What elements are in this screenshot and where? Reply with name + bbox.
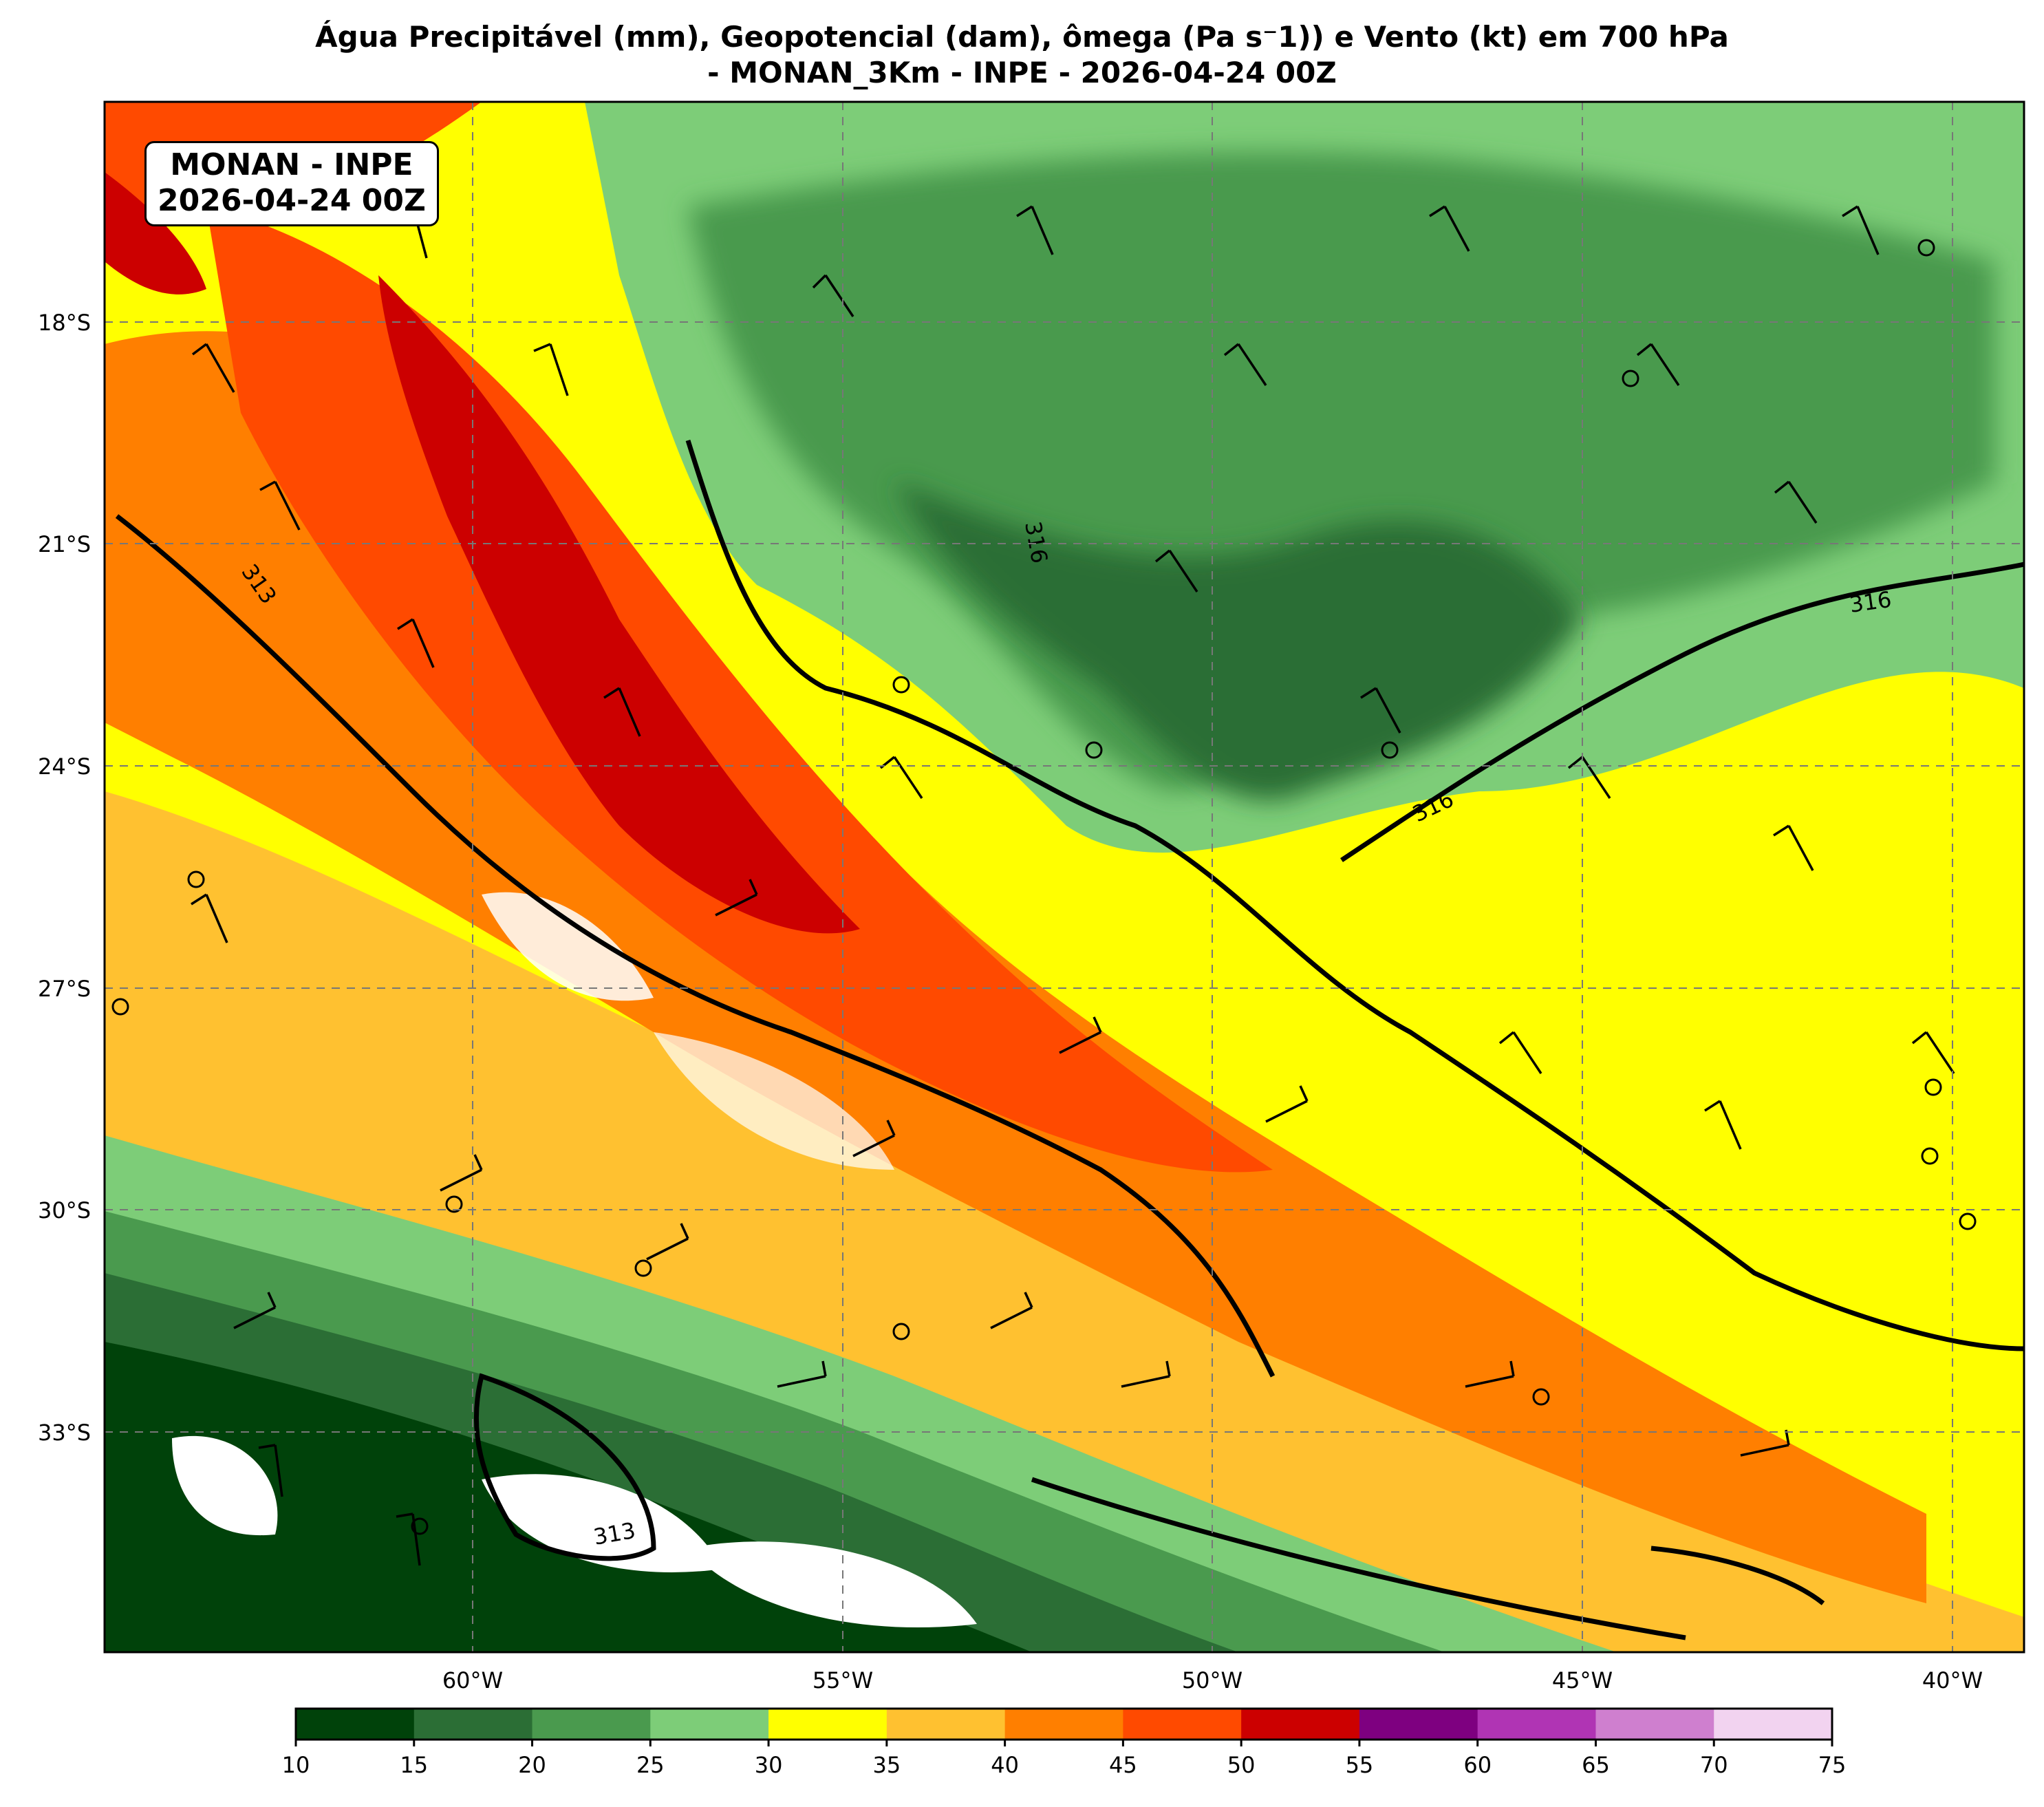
- lon-label-50w: 50°W: [1182, 1667, 1242, 1693]
- colorbar-tick-label: 35: [872, 1752, 901, 1778]
- title-line-1: Água Precipitável (mm), Geopotencial (da…: [315, 20, 1729, 54]
- colorbar-swatch: [1359, 1709, 1478, 1740]
- colorbar-swatch: [1241, 1709, 1360, 1740]
- colorbar-tick-label: 20: [518, 1752, 546, 1778]
- lon-label-45w: 45°W: [1552, 1667, 1613, 1693]
- colorbar-tick-label: 45: [1109, 1752, 1137, 1778]
- title-line-2: - MONAN_3Km - INPE - 2026-04-24 00Z: [707, 56, 1337, 89]
- colorbar-swatches: [296, 1709, 1833, 1740]
- colorbar-tick-label: 25: [636, 1752, 665, 1778]
- colorbar-swatch: [532, 1709, 651, 1740]
- colorbar-tick-label: 75: [1818, 1752, 1847, 1778]
- lon-label-40w: 40°W: [1922, 1667, 1983, 1693]
- map-frame: [103, 100, 2025, 1654]
- colorbar-ticks: 10 15 20 25 30 35 40 45 50 55 60 65 70 75: [282, 1740, 1847, 1778]
- colorbar-swatch: [413, 1709, 533, 1740]
- stamp-line-2: 2026-04-24 00Z: [158, 183, 426, 218]
- colorbar: 10 15 20 25 30 35 40 45 50 55 60 65 70 75: [282, 1707, 1847, 1778]
- colorbar-tick-label: 70: [1700, 1752, 1728, 1778]
- latitude-labels: 18°S 21°S 24°S 27°S 30°S 33°S: [38, 310, 91, 1446]
- lat-label-24s: 24°S: [38, 753, 91, 780]
- lat-label-30s: 30°S: [38, 1197, 91, 1223]
- contour-labels: 316 313 316 316 313: [236, 520, 1893, 1550]
- lon-label-55w: 55°W: [813, 1667, 873, 1693]
- calm-wind-markers: [111, 239, 1977, 1535]
- colorbar-tick-label: 30: [755, 1752, 783, 1778]
- lat-label-18s: 18°S: [38, 310, 91, 336]
- contour-label-3: 316: [1848, 586, 1893, 618]
- wind-barbs: [191, 205, 1955, 1566]
- stamp-line-1: MONAN - INPE: [170, 147, 413, 182]
- colorbar-swatch: [1595, 1709, 1714, 1740]
- colorbar-tick-label: 40: [991, 1752, 1019, 1778]
- colorbar-tick-label: 15: [400, 1752, 428, 1778]
- colorbar-tick-label: 55: [1346, 1752, 1374, 1778]
- colorbar-swatch: [296, 1709, 415, 1740]
- lon-label-60w: 60°W: [442, 1667, 503, 1693]
- colorbar-swatch: [1477, 1709, 1596, 1740]
- chart-title: Água Precipitável (mm), Geopotencial (da…: [0, 19, 2044, 91]
- colorbar-tick-label: 60: [1463, 1752, 1492, 1778]
- colorbar-swatch: [1123, 1709, 1242, 1740]
- model-stamp: MONAN - INPE 2026-04-24 00Z: [144, 141, 439, 226]
- lat-label-33s: 33°S: [38, 1420, 91, 1446]
- colorbar-tick-label: 50: [1227, 1752, 1256, 1778]
- longitude-labels: 60°W 55°W 50°W 45°W 40°W: [442, 1667, 1983, 1693]
- colorbar-swatch: [886, 1709, 1006, 1740]
- precipitable-water-field: [105, 102, 2024, 1652]
- colorbar-frame: [294, 1707, 1833, 1741]
- colorbar-swatch: [768, 1709, 887, 1740]
- colorbar-tick-label: 10: [282, 1752, 310, 1778]
- lat-label-27s: 27°S: [38, 976, 91, 1002]
- colorbar-swatch: [650, 1709, 769, 1740]
- lat-label-21s: 21°S: [38, 531, 91, 557]
- colorbar-swatch: [1714, 1709, 1833, 1740]
- graticule: [105, 102, 2024, 1652]
- colorbar-tick-label: 65: [1582, 1752, 1610, 1778]
- colorbar-swatch: [1004, 1709, 1123, 1740]
